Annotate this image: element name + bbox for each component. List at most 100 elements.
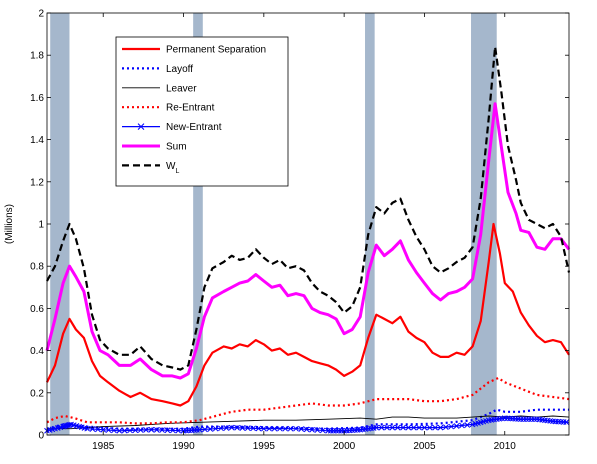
series-leaver <box>47 415 570 430</box>
series-marker <box>228 424 235 431</box>
x-tick-label: 1990 <box>172 441 195 452</box>
series-permanent-separation <box>46 222 570 407</box>
series-marker <box>89 426 96 432</box>
axes: 1985 1990 1995 2000 2005 2010 0 0.2 0.4 0.6 0.8 1 1.… <box>30 9 569 452</box>
y-tick-label: 1.2 <box>30 177 44 188</box>
series-marker <box>373 424 380 431</box>
legend-marker <box>137 123 145 130</box>
series-marker <box>137 427 144 433</box>
series-marker <box>464 422 471 428</box>
series-marker <box>132 427 139 434</box>
series-marker <box>212 425 219 432</box>
series-marker <box>314 427 321 433</box>
series-marker <box>175 427 182 434</box>
series-marker <box>563 419 570 426</box>
series-marker <box>143 427 149 433</box>
series-marker <box>244 425 251 431</box>
legend-label: Permanent Separation <box>166 45 266 56</box>
y-tick-label: 2 <box>38 9 44 20</box>
series-new-entrant-markers <box>44 415 570 434</box>
series-marker <box>459 422 465 429</box>
series-marker <box>255 425 262 432</box>
series-marker <box>95 426 101 433</box>
series-marker <box>443 424 449 430</box>
series-marker <box>277 425 283 432</box>
series-marker <box>287 425 294 432</box>
series-marker <box>453 423 460 429</box>
x-tick-label: 1985 <box>92 441 115 452</box>
x-tick-label: 2000 <box>333 441 356 452</box>
recession-band-3 <box>365 13 375 435</box>
series-marker <box>234 424 240 431</box>
series-marker <box>271 425 278 432</box>
legend-item-permanent-separation: Permanent Separation <box>122 45 266 56</box>
series-marker <box>153 427 160 433</box>
series-marker <box>159 427 165 433</box>
series-marker <box>400 424 406 431</box>
y-tick-label: 1 <box>38 220 44 231</box>
legend: Permanent Separation Layoff Leaver Re-Entra… <box>115 36 289 187</box>
legend-item-layoff: Layoff <box>122 64 193 75</box>
series-marker <box>223 425 230 431</box>
legend-label: Leaver <box>166 83 197 94</box>
legend-label: Sum <box>166 142 187 153</box>
series-re-entrant <box>46 376 570 425</box>
series-marker <box>384 424 390 431</box>
legend-label: Layoff <box>166 64 193 75</box>
legend-item-re-entrant: Re-Entrant <box>122 103 215 114</box>
series-marker <box>250 425 256 432</box>
y-axis-label: (Millions) <box>4 204 15 244</box>
y-tick-label: 1.6 <box>30 93 44 104</box>
series-w-l <box>46 45 571 371</box>
series-marker <box>448 423 455 430</box>
y-tick-label: 1.4 <box>30 135 44 146</box>
legend-box <box>115 36 289 187</box>
series-marker <box>426 424 433 431</box>
series-marker <box>121 427 128 434</box>
series-marker <box>239 425 246 431</box>
y-tick-label: 0.2 <box>30 388 44 399</box>
series-marker <box>111 427 117 434</box>
x-tick-label: 2005 <box>413 441 436 452</box>
series-marker <box>116 427 123 434</box>
legend-item-sum: Sum <box>122 142 187 153</box>
x-tick-label: 2010 <box>494 441 517 452</box>
series-marker <box>100 426 107 433</box>
series-sum <box>45 102 571 380</box>
series-marker <box>84 425 91 432</box>
y-tick-label: 1.8 <box>30 51 44 62</box>
series-marker <box>378 424 385 431</box>
series-marker <box>319 427 326 434</box>
x-tick-label: 1995 <box>253 441 276 452</box>
series-marker <box>260 425 267 432</box>
recession-band-2 <box>193 13 203 435</box>
series-marker <box>293 425 299 432</box>
series-marker <box>303 426 310 433</box>
legend-item-new-entrant: New-Entrant <box>122 122 222 133</box>
series-marker <box>405 424 412 431</box>
series-marker <box>169 427 176 434</box>
series-lines <box>44 45 571 434</box>
series-marker <box>148 426 155 433</box>
series-marker <box>164 427 171 434</box>
series-marker <box>394 424 401 431</box>
series-marker <box>282 425 289 432</box>
series-marker <box>309 426 315 433</box>
y-tick-label: 0.4 <box>30 346 44 357</box>
y-tick-label: 0.6 <box>30 304 44 315</box>
series-marker <box>207 426 214 432</box>
series-marker <box>218 425 224 432</box>
series-marker <box>105 427 112 433</box>
series-marker <box>432 424 439 431</box>
series-marker <box>202 426 208 433</box>
series-marker <box>266 425 273 432</box>
legend-item-leaver: Leaver <box>122 83 197 94</box>
series-marker <box>127 427 133 434</box>
series-marker <box>421 424 428 431</box>
series-marker <box>389 424 396 431</box>
series-marker <box>437 424 444 431</box>
series-marker <box>410 424 417 431</box>
legend-label: New-Entrant <box>166 122 222 133</box>
series-marker <box>298 426 305 432</box>
